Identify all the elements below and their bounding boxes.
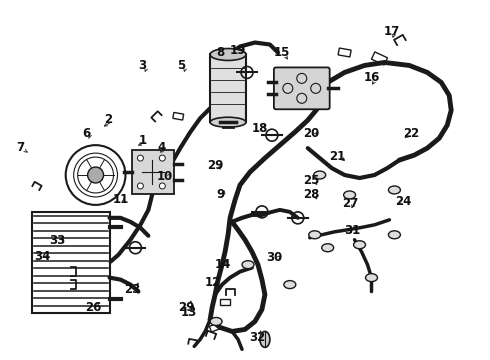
Ellipse shape xyxy=(354,241,366,249)
Ellipse shape xyxy=(366,274,377,282)
Text: 32: 32 xyxy=(249,331,265,344)
Text: 12: 12 xyxy=(205,276,221,289)
Text: 30: 30 xyxy=(266,251,282,264)
Text: 34: 34 xyxy=(34,249,50,262)
Text: 33: 33 xyxy=(49,234,65,247)
Text: 2: 2 xyxy=(104,113,112,126)
Text: 9: 9 xyxy=(217,188,225,201)
Text: 27: 27 xyxy=(342,197,358,210)
Bar xyxy=(210,54,246,122)
Text: 18: 18 xyxy=(251,122,268,135)
Ellipse shape xyxy=(210,318,222,325)
Text: 19: 19 xyxy=(229,44,246,57)
Text: 23: 23 xyxy=(124,283,141,296)
Text: 29: 29 xyxy=(178,301,195,314)
Text: 31: 31 xyxy=(344,224,361,237)
Circle shape xyxy=(159,155,165,161)
Ellipse shape xyxy=(309,231,321,239)
Text: 28: 28 xyxy=(303,188,319,201)
Text: 1: 1 xyxy=(139,134,147,147)
Text: 20: 20 xyxy=(303,127,319,140)
Ellipse shape xyxy=(260,332,270,347)
Ellipse shape xyxy=(242,261,254,269)
Text: 6: 6 xyxy=(82,127,91,140)
Circle shape xyxy=(137,183,144,189)
Text: 14: 14 xyxy=(215,258,231,271)
Text: 16: 16 xyxy=(364,71,380,84)
Text: 26: 26 xyxy=(85,301,102,314)
Ellipse shape xyxy=(314,171,326,179)
Text: 29: 29 xyxy=(208,159,224,172)
Ellipse shape xyxy=(284,280,296,289)
Ellipse shape xyxy=(322,244,334,252)
Text: 5: 5 xyxy=(177,59,186,72)
Circle shape xyxy=(159,183,165,189)
Ellipse shape xyxy=(210,49,246,60)
Ellipse shape xyxy=(343,191,356,199)
Text: 10: 10 xyxy=(156,170,172,183)
Text: 24: 24 xyxy=(395,195,412,208)
Ellipse shape xyxy=(389,186,400,194)
Bar xyxy=(32,212,110,314)
Text: 25: 25 xyxy=(303,174,319,186)
Ellipse shape xyxy=(210,117,246,127)
Circle shape xyxy=(137,155,144,161)
Ellipse shape xyxy=(389,231,400,239)
Circle shape xyxy=(88,167,103,183)
Text: 17: 17 xyxy=(383,25,399,38)
Text: 21: 21 xyxy=(330,150,346,163)
Text: 15: 15 xyxy=(273,46,290,59)
Text: 22: 22 xyxy=(403,127,419,140)
Text: 7: 7 xyxy=(16,141,24,154)
Polygon shape xyxy=(132,150,174,194)
Text: 8: 8 xyxy=(217,46,225,59)
Text: 4: 4 xyxy=(158,141,166,154)
FancyBboxPatch shape xyxy=(274,67,330,109)
Text: 13: 13 xyxy=(181,306,197,319)
Text: 11: 11 xyxy=(112,193,129,206)
Text: 3: 3 xyxy=(139,59,147,72)
